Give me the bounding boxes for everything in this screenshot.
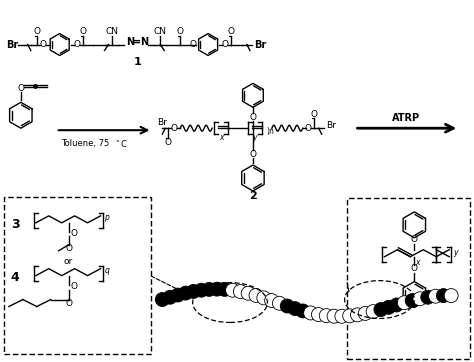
Text: O: O	[18, 84, 24, 93]
Circle shape	[358, 307, 372, 320]
Text: 2: 2	[249, 191, 257, 201]
Text: 1: 1	[134, 58, 141, 67]
Circle shape	[194, 283, 208, 297]
Circle shape	[382, 300, 396, 314]
Text: 4: 4	[11, 271, 19, 284]
Text: N: N	[127, 37, 135, 47]
Text: p: p	[104, 213, 109, 222]
Text: O: O	[249, 113, 256, 122]
Text: O: O	[304, 124, 311, 133]
Circle shape	[155, 292, 169, 307]
Circle shape	[304, 306, 318, 320]
Text: O: O	[79, 27, 86, 36]
Circle shape	[335, 309, 349, 323]
Circle shape	[202, 282, 216, 296]
Circle shape	[218, 282, 232, 296]
Circle shape	[405, 294, 419, 308]
Bar	[346, 198, 470, 359]
Circle shape	[171, 288, 185, 302]
Circle shape	[273, 296, 286, 310]
Text: O: O	[190, 40, 197, 49]
Circle shape	[343, 309, 356, 323]
Text: Br: Br	[254, 39, 266, 50]
Text: O: O	[411, 264, 418, 273]
Circle shape	[444, 289, 458, 303]
Text: Br: Br	[326, 121, 336, 130]
Text: =: =	[133, 37, 141, 47]
Circle shape	[366, 305, 380, 319]
Text: O: O	[177, 27, 184, 36]
Circle shape	[210, 282, 224, 296]
Circle shape	[249, 289, 263, 302]
Text: O: O	[221, 40, 228, 49]
Text: CN: CN	[106, 27, 119, 36]
Circle shape	[226, 283, 239, 297]
Text: Toluene, 75: Toluene, 75	[61, 139, 109, 148]
Text: ATRP: ATRP	[392, 113, 420, 123]
Circle shape	[437, 289, 450, 303]
Text: Br: Br	[157, 118, 167, 127]
Circle shape	[311, 308, 326, 321]
Circle shape	[428, 289, 443, 303]
Circle shape	[319, 309, 333, 323]
Text: )n: )n	[266, 127, 274, 136]
Circle shape	[296, 304, 310, 318]
Circle shape	[390, 298, 403, 312]
Text: O: O	[249, 150, 256, 159]
Text: CN: CN	[154, 27, 167, 36]
Circle shape	[374, 303, 388, 316]
Circle shape	[421, 290, 435, 304]
Text: N: N	[140, 37, 148, 47]
Text: O: O	[310, 110, 317, 119]
Circle shape	[264, 294, 279, 307]
Text: y: y	[253, 132, 257, 142]
Text: 3: 3	[11, 218, 19, 231]
Circle shape	[163, 290, 177, 304]
Text: O: O	[39, 40, 46, 49]
Text: O: O	[70, 229, 77, 238]
Text: O: O	[33, 27, 40, 36]
Circle shape	[288, 302, 302, 316]
Text: O: O	[165, 138, 172, 147]
Text: Br: Br	[6, 39, 18, 50]
Circle shape	[187, 285, 201, 298]
Circle shape	[179, 286, 193, 300]
Circle shape	[257, 291, 271, 305]
Text: $^\circ$C: $^\circ$C	[115, 138, 128, 149]
Text: O: O	[65, 244, 72, 253]
Circle shape	[413, 292, 427, 306]
Circle shape	[241, 286, 255, 300]
Text: O: O	[70, 282, 77, 291]
Text: x: x	[219, 132, 223, 142]
Text: or: or	[63, 257, 72, 266]
Text: O: O	[411, 235, 418, 244]
Circle shape	[397, 296, 411, 310]
Text: O: O	[65, 299, 72, 308]
Text: x: x	[415, 258, 419, 267]
Circle shape	[233, 285, 247, 299]
Bar	[4, 197, 151, 354]
Text: O: O	[228, 27, 235, 36]
Text: q: q	[104, 266, 109, 275]
Circle shape	[327, 309, 341, 323]
Circle shape	[280, 299, 294, 313]
Text: y: y	[453, 248, 458, 257]
Text: O: O	[171, 124, 178, 133]
Circle shape	[350, 308, 365, 322]
Text: O: O	[73, 40, 80, 49]
